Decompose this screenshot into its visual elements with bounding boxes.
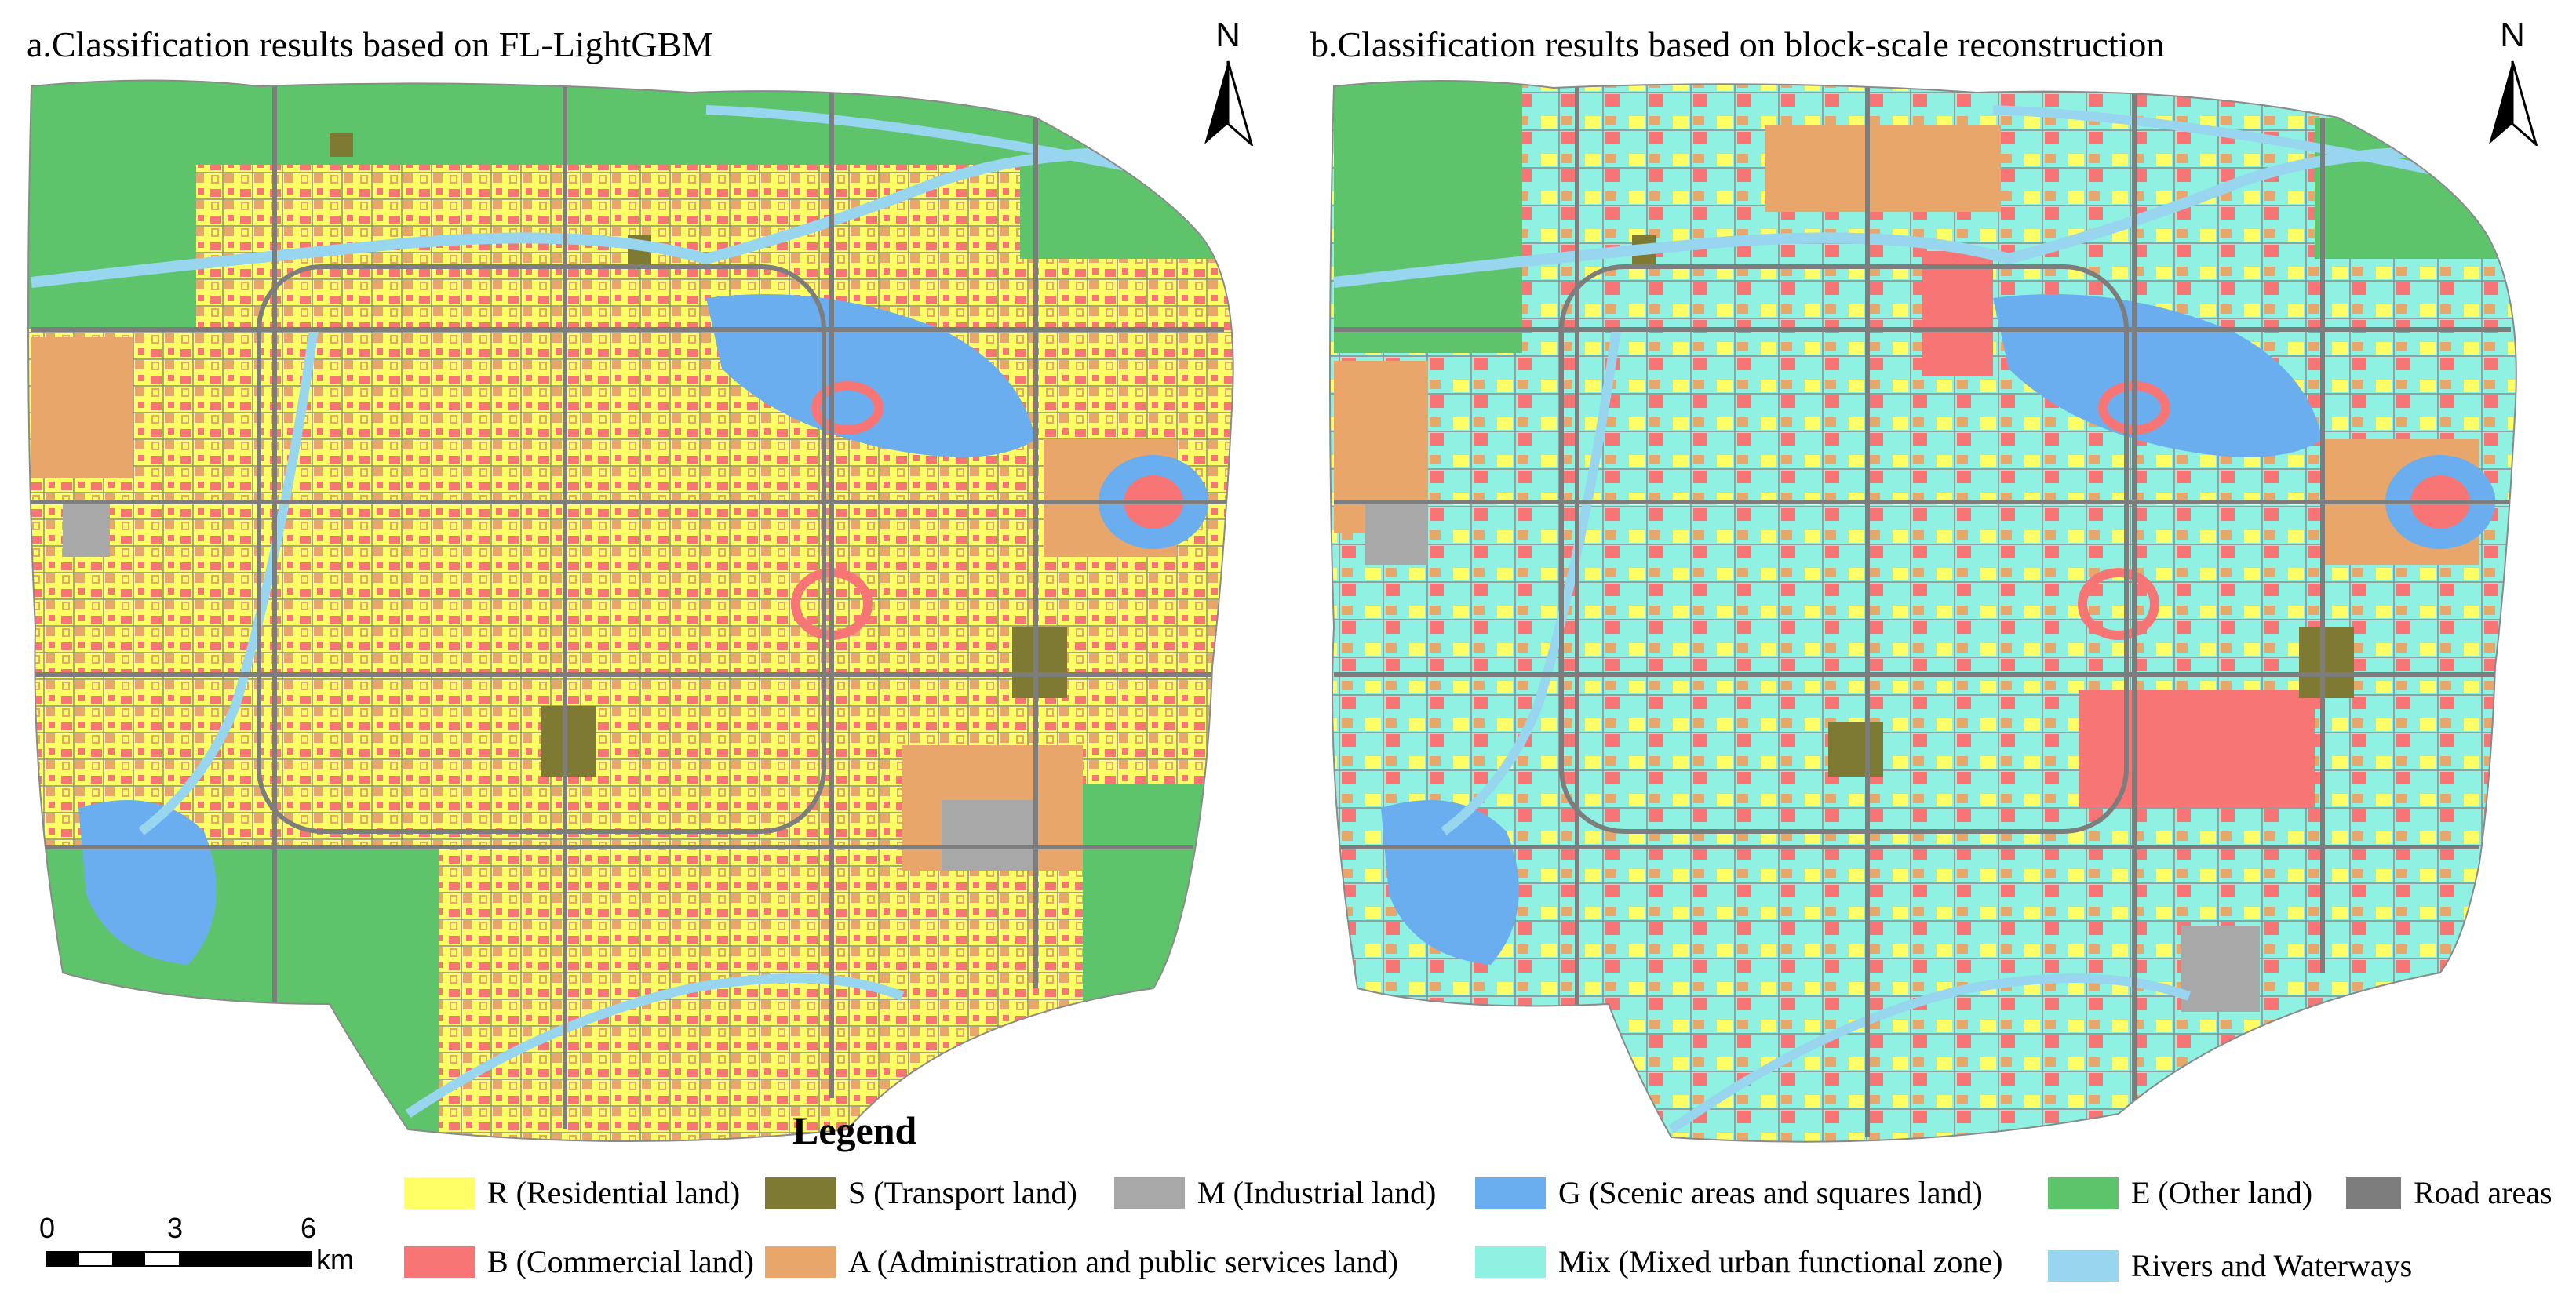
legend-label: M (Industrial land) (1197, 1175, 1437, 1210)
swatch-road (2346, 1177, 2401, 1209)
swatch-mixed (1475, 1246, 1546, 1278)
scale-tick-3: 3 (167, 1212, 184, 1244)
swatch-commercial (404, 1246, 475, 1278)
legend-item-road: Road areas (2346, 1174, 2552, 1211)
swatch-industrial (1114, 1177, 1185, 1209)
swatch-administration (765, 1246, 836, 1278)
scale-tick-0: 0 (39, 1212, 56, 1244)
scale-bar: 0 3 6 km (39, 1212, 377, 1282)
legend-label: Road areas (2414, 1175, 2552, 1210)
north-arrow-icon (1204, 60, 1253, 146)
north-arrow-a: N (1197, 16, 1259, 149)
legend-label: B (Commercial land) (487, 1244, 754, 1279)
legend-item-scenic: G (Scenic areas and squares land) (1475, 1174, 1983, 1211)
scale-unit: km (316, 1243, 354, 1275)
swatch-other (2048, 1177, 2119, 1209)
north-label: N (1215, 16, 1241, 54)
legend-title: Legend (792, 1108, 917, 1152)
swatch-transport (765, 1177, 836, 1209)
panel-b-title: b.Classification results based on block-… (1310, 24, 2165, 64)
legend-label: E (Other land) (2131, 1175, 2313, 1210)
legend-item-mixed: Mix (Mixed urban functional zone) (1475, 1243, 2003, 1280)
swatch-rivers (2048, 1250, 2119, 1282)
legend-label: A (Administration and public services la… (848, 1244, 1398, 1279)
legend-item-transport: S (Transport land) (765, 1174, 1077, 1211)
legend-item-commercial: B (Commercial land) (404, 1243, 754, 1280)
legend-label: G (Scenic areas and squares land) (1558, 1175, 1983, 1210)
north-arrow-b: N (2481, 16, 2544, 149)
legend-item-other: E (Other land) (2048, 1174, 2312, 1211)
scale-bar-graphic (46, 1251, 312, 1267)
legend-item-rivers: Rivers and Waterways (2048, 1247, 2412, 1284)
scale-tick-6: 6 (301, 1212, 317, 1244)
north-label: N (2500, 16, 2525, 54)
legend-item-industrial: M (Industrial land) (1114, 1174, 1436, 1211)
swatch-scenic (1475, 1177, 1546, 1209)
legend-label: Rivers and Waterways (2131, 1248, 2413, 1283)
north-arrow-icon (2489, 60, 2538, 146)
legend-item-residential: R (Residential land) (404, 1174, 740, 1211)
panel-a-title: a.Classification results based on FL-Lig… (27, 24, 714, 64)
legend-label: S (Transport land) (848, 1175, 1077, 1210)
legend-label: Mix (Mixed urban functional zone) (1558, 1244, 2003, 1279)
legend-label: R (Residential land) (487, 1175, 741, 1210)
legend-item-administration: A (Administration and public services la… (765, 1243, 1398, 1280)
swatch-residential (404, 1177, 475, 1209)
